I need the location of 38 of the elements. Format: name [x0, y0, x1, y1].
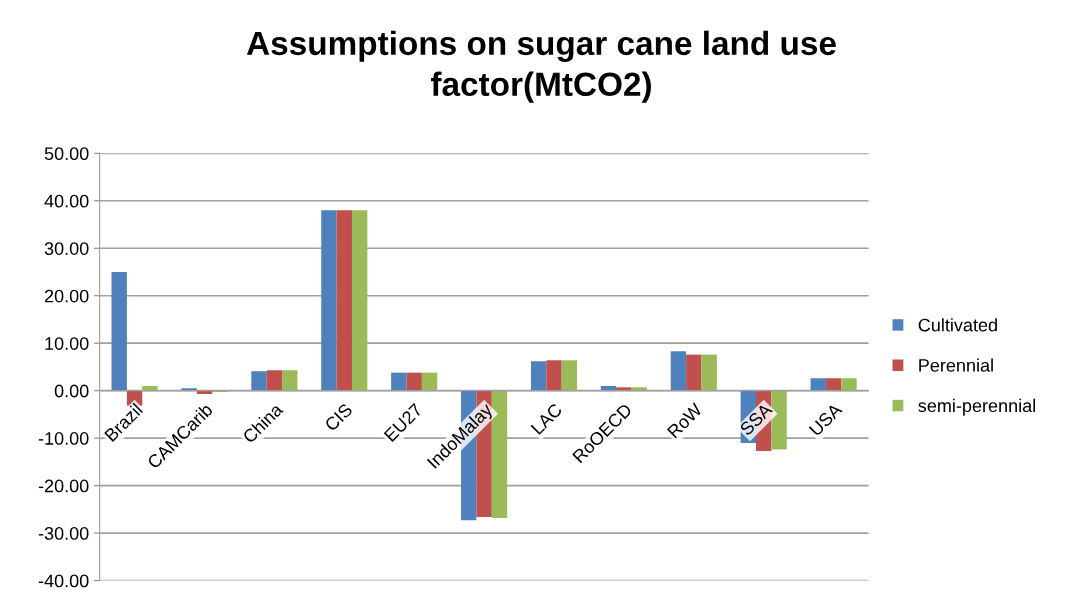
- bar: [670, 351, 687, 391]
- bar: [282, 370, 298, 391]
- bar: [701, 354, 717, 391]
- legend-label: Perennial: [919, 358, 993, 372]
- bar: [616, 387, 632, 391]
- bar: [530, 361, 547, 391]
- y-tick-label: 30.00: [44, 242, 89, 255]
- y-tick-label: -40.00: [38, 574, 89, 588]
- legend-label: Cultivated: [918, 318, 997, 332]
- y-tick-label: 10.00: [45, 337, 89, 350]
- bar: [686, 354, 702, 391]
- y-tick-label: 50.00: [44, 147, 89, 161]
- bar: [111, 271, 127, 391]
- y-tick-label: -20.00: [38, 479, 89, 493]
- x-tick-label: CIS: [324, 402, 354, 432]
- bar: [841, 378, 857, 391]
- bar: [491, 390, 508, 518]
- y-tick-label: -10.00: [38, 432, 89, 445]
- bar: [825, 378, 842, 391]
- y-tick-label: -30.00: [38, 527, 89, 540]
- y-tick-label: 0.00: [54, 384, 89, 398]
- bar: [810, 378, 826, 391]
- legend-label: semi-perennial: [918, 398, 1035, 416]
- bar: [421, 372, 438, 391]
- y-tick-label: 20.00: [44, 289, 89, 303]
- bar: [351, 210, 368, 391]
- bar: [251, 371, 267, 391]
- x-tick-label: USA: [808, 402, 843, 437]
- bar: [266, 370, 283, 391]
- bar: [546, 360, 562, 391]
- bar: [561, 360, 578, 391]
- bar: [391, 372, 407, 391]
- y-tick-label: 40.00: [44, 194, 89, 208]
- chart-title: Assumptions on sugar cane land use factor(MtCO2): [246, 30, 836, 103]
- x-tick-label: SSA: [739, 402, 774, 437]
- bar: [406, 372, 422, 391]
- bar: [321, 210, 337, 391]
- bar: [336, 210, 352, 391]
